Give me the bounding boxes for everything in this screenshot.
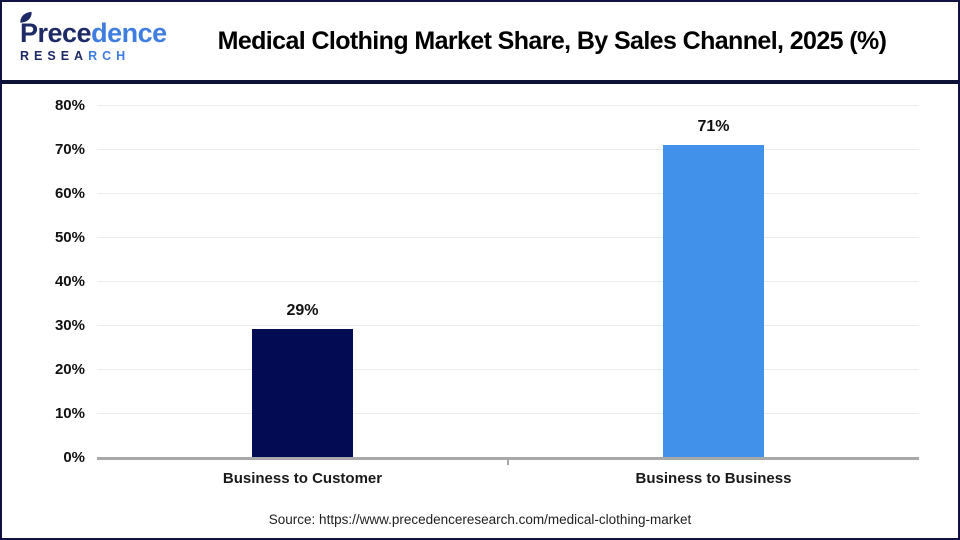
gridline xyxy=(97,105,919,106)
y-axis-tick-label: 70% xyxy=(54,141,85,158)
y-axis-tick-label: 50% xyxy=(54,229,85,246)
gridline xyxy=(97,281,919,282)
precedence-research-logo: Precedence RESEARCH xyxy=(20,11,170,63)
header-separator xyxy=(2,80,958,84)
y-axis-tick-label: 40% xyxy=(54,273,85,290)
logo-word-part2: dence xyxy=(91,17,167,48)
bar-chart: Source: https://www.precedenceresearch.c… xyxy=(2,84,958,538)
logo-sub-part2: RCH xyxy=(88,48,131,63)
bar-value-label: 71% xyxy=(697,117,730,135)
source-text: Source: https://www.precedenceresearch.c… xyxy=(268,512,692,527)
gridline xyxy=(97,369,919,370)
gridline xyxy=(97,325,919,326)
y-axis-tick-label: 30% xyxy=(54,317,85,334)
gridline xyxy=(97,413,919,414)
chart-title: Medical Clothing Market Share, By Sales … xyxy=(217,26,887,55)
y-axis-tick-label: 20% xyxy=(54,361,85,378)
y-axis-tick-label: 60% xyxy=(54,185,85,202)
logo-subtitle: RESEARCH xyxy=(20,50,170,63)
x-axis-line xyxy=(97,457,919,460)
x-axis-tick xyxy=(507,460,509,465)
gridline xyxy=(97,149,919,150)
bar-business-to-business xyxy=(663,144,764,457)
bar-value-label: 29% xyxy=(286,302,319,320)
gridline xyxy=(97,237,919,238)
y-axis-tick-label: 10% xyxy=(54,405,85,422)
logo-wordmark: Precedence xyxy=(20,11,170,48)
logo-sub-part1: RESEA xyxy=(20,48,89,63)
y-axis-tick-label: 0% xyxy=(63,449,85,466)
bar-business-to-customer xyxy=(252,329,353,457)
leaf-icon xyxy=(20,11,32,23)
category-label: Business to Customer xyxy=(222,470,383,487)
category-label: Business to Business xyxy=(635,470,792,487)
logo-word-part1: Prece xyxy=(20,17,92,48)
gridline xyxy=(97,193,919,194)
y-axis-tick-label: 80% xyxy=(54,97,85,114)
header: Precedence RESEARCH Medical Clothing Mar… xyxy=(2,2,958,80)
